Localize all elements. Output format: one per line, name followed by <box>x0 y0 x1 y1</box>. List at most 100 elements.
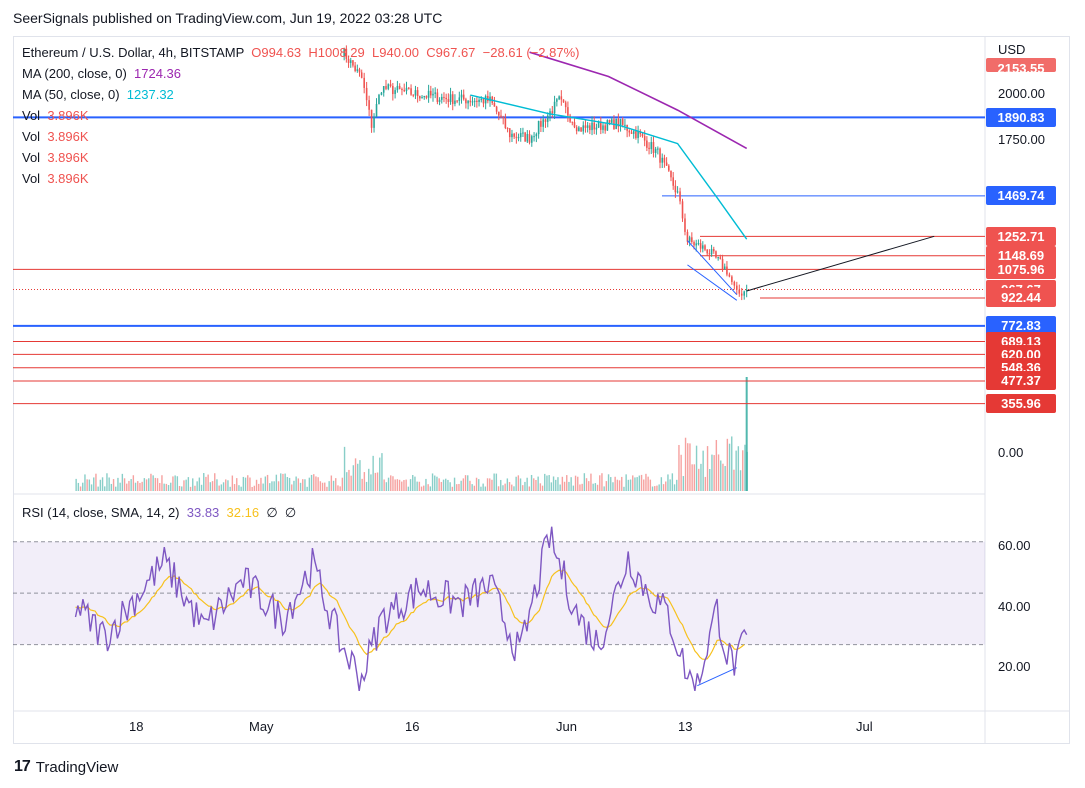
volume-bar <box>337 485 339 491</box>
volume-bar <box>627 479 630 491</box>
candle-body <box>610 119 613 123</box>
volume-bar <box>167 485 170 491</box>
volume-bar <box>214 473 216 491</box>
volume-bar <box>592 483 594 491</box>
volume-bar <box>693 464 696 491</box>
candle-body <box>663 157 666 163</box>
volume-bar <box>678 444 680 491</box>
volume-bar <box>654 486 656 491</box>
candle-body <box>370 109 373 128</box>
volume-bar <box>471 484 473 491</box>
candle-body <box>519 133 522 138</box>
time-tick-jun: Jun <box>556 719 577 734</box>
candle-body <box>575 127 578 132</box>
candle-body <box>465 99 467 104</box>
candle-body <box>602 125 604 130</box>
volume-bar <box>108 477 110 491</box>
volume-bar <box>88 479 91 491</box>
candle-body <box>398 85 401 90</box>
candle-body <box>405 87 408 92</box>
price-badge: 1252.71 <box>986 226 1056 246</box>
candle-body <box>628 130 631 133</box>
candle-body <box>513 133 515 137</box>
candle-body <box>535 134 538 137</box>
volume-bar <box>508 482 511 491</box>
volume-bar <box>233 484 236 491</box>
volume-bar <box>420 486 423 491</box>
rsi-value: 33.83 <box>186 505 220 520</box>
volume-bar <box>442 479 445 491</box>
legend-ma50-row[interactable]: MA (50, close, 0) 1237.32 <box>22 84 174 105</box>
volume-bar <box>185 479 187 491</box>
volume-bar <box>84 474 86 491</box>
volume-bar <box>225 479 227 491</box>
volume-bar <box>372 455 374 491</box>
volume-bar <box>737 446 740 491</box>
candle-body <box>436 92 439 102</box>
volume-bar <box>425 478 427 491</box>
candle-body <box>558 96 560 100</box>
legend-vol-row-1[interactable]: Vol 3.896K <box>22 105 89 126</box>
volume-bar <box>299 482 302 491</box>
rsi-legend[interactable]: RSI (14, close, SMA, 14, 2) 33.83 32.16 … <box>22 505 296 521</box>
candle-body <box>394 90 396 95</box>
volume-bar <box>137 481 139 491</box>
volume-bar <box>579 484 581 491</box>
volume-bar <box>370 474 372 491</box>
volume-bar <box>240 486 242 491</box>
legend-ma200-row[interactable]: MA (200, close, 0) 1724.36 <box>22 63 181 84</box>
volume-bar <box>361 478 363 491</box>
rsi-label: RSI (14, close, SMA, 14, 2) <box>22 505 180 520</box>
volume-bar <box>585 478 588 491</box>
vol-label: Vol <box>22 129 41 144</box>
volume-bar <box>504 483 506 491</box>
candle-body <box>684 218 686 232</box>
volume-bar <box>656 485 658 491</box>
volume-bar <box>742 450 744 491</box>
candle-body <box>451 94 454 104</box>
volume-bar <box>434 475 436 491</box>
volume-bar <box>365 481 368 491</box>
volume-bar <box>660 477 663 491</box>
volume-bar <box>669 479 671 491</box>
candle-body <box>533 136 535 138</box>
currency-label[interactable]: USD <box>998 42 1026 57</box>
candle-body <box>681 201 684 219</box>
candle-body <box>702 245 704 249</box>
volume-bar <box>599 475 601 491</box>
rsi-tick-40: 40.00 <box>998 599 1031 614</box>
volume-bar <box>744 444 746 491</box>
candle-body <box>738 289 741 294</box>
legend-vol-row-3[interactable]: Vol 3.896K <box>22 147 89 168</box>
volume-bar <box>302 479 304 491</box>
volume-bar <box>711 454 713 491</box>
candle-body <box>731 276 733 282</box>
legend-vol-row-2[interactable]: Vol 3.896K <box>22 126 89 147</box>
tradingview-logo[interactable]: 17 TradingView <box>14 758 118 776</box>
volume-bar <box>189 486 192 491</box>
candle-body <box>476 100 478 102</box>
volume-bar <box>544 473 546 491</box>
candle-body <box>654 148 657 153</box>
candle-body <box>540 121 542 127</box>
candle-body <box>456 100 458 102</box>
legend-vol-row-4[interactable]: Vol 3.896K <box>22 168 89 189</box>
volume-bar <box>726 438 729 491</box>
volume-bar <box>291 484 293 491</box>
volume-bar-spike <box>745 377 748 491</box>
volume-bar <box>231 475 234 491</box>
candle-body <box>553 101 556 114</box>
candle-body <box>447 99 450 102</box>
volume-bar <box>581 483 583 491</box>
volume-bar <box>709 469 711 491</box>
volume-bar <box>255 479 258 491</box>
candle-body <box>373 117 375 128</box>
candle-body <box>668 165 670 171</box>
volume-bar <box>172 476 174 491</box>
candle-body <box>562 99 565 103</box>
tradingview-logo-icon: 17 <box>14 758 31 775</box>
volume-bar <box>249 477 251 491</box>
volume-bar <box>134 482 137 491</box>
volume-bar <box>460 480 462 491</box>
